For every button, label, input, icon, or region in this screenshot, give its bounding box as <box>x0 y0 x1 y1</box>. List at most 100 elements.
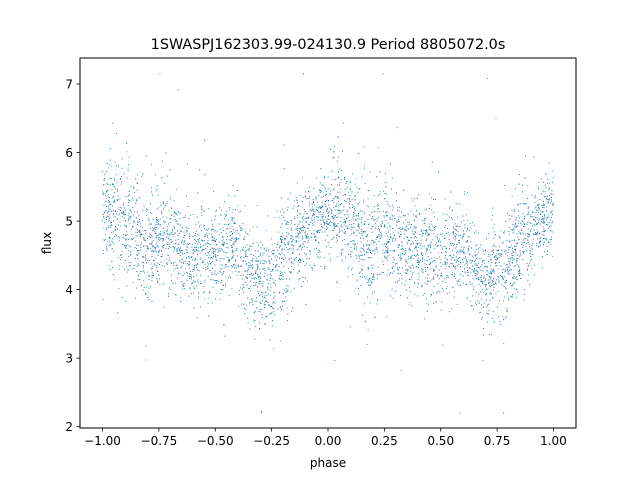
data-point <box>399 231 401 233</box>
data-point <box>321 201 323 203</box>
data-point <box>252 284 254 286</box>
data-point <box>284 271 286 273</box>
data-point <box>371 281 373 283</box>
data-point <box>214 272 216 274</box>
data-point <box>219 258 221 260</box>
data-point <box>134 191 136 194</box>
data-point <box>369 214 371 216</box>
data-point <box>300 229 302 231</box>
data-point <box>245 304 248 306</box>
data-point <box>280 262 283 264</box>
data-point <box>342 239 344 241</box>
data-point <box>196 317 198 319</box>
data-point <box>471 260 473 262</box>
data-point <box>338 235 340 237</box>
data-point <box>424 217 426 219</box>
data-point <box>326 222 328 224</box>
data-point <box>493 257 496 259</box>
data-point <box>462 233 465 235</box>
data-point <box>346 218 348 220</box>
data-point <box>286 235 288 237</box>
data-point <box>403 233 406 235</box>
data-point <box>504 296 506 298</box>
data-point <box>249 263 251 265</box>
data-point <box>504 249 506 251</box>
data-point <box>299 278 301 280</box>
data-point <box>116 182 118 184</box>
data-point <box>408 265 410 267</box>
data-point <box>148 275 150 277</box>
data-point <box>337 171 339 173</box>
data-point <box>367 267 369 269</box>
data-point <box>412 250 414 252</box>
data-point <box>488 272 490 274</box>
data-point <box>190 256 193 258</box>
data-point <box>190 270 192 272</box>
data-point <box>356 255 358 257</box>
data-point <box>281 301 283 303</box>
data-point <box>299 262 301 264</box>
data-point <box>404 272 406 274</box>
data-point <box>132 206 134 209</box>
data-point <box>359 250 361 252</box>
data-point <box>214 249 217 251</box>
data-point <box>198 234 200 236</box>
data-point <box>108 219 110 221</box>
data-point <box>366 248 368 250</box>
data-point <box>176 223 178 225</box>
data-point <box>396 220 398 222</box>
data-point <box>284 237 286 239</box>
data-point <box>295 240 297 242</box>
data-point <box>353 231 355 233</box>
data-point <box>192 259 194 261</box>
data-point <box>184 268 186 270</box>
data-point <box>281 248 283 250</box>
data-point <box>174 219 176 221</box>
data-point <box>182 250 184 252</box>
data-point <box>182 284 184 286</box>
data-point <box>406 272 408 274</box>
data-point <box>106 215 109 217</box>
data-point <box>547 213 549 215</box>
data-point <box>500 324 502 326</box>
data-point <box>102 194 104 196</box>
data-point <box>166 225 168 228</box>
data-point <box>432 278 435 280</box>
data-point <box>469 222 471 225</box>
data-point <box>133 188 135 190</box>
data-point <box>229 223 231 225</box>
data-point <box>306 212 308 214</box>
data-point <box>512 250 514 252</box>
data-point <box>396 221 398 223</box>
data-point <box>434 216 436 218</box>
data-point <box>430 243 432 245</box>
data-point <box>305 255 307 257</box>
data-point <box>260 252 262 254</box>
data-point <box>434 227 436 229</box>
data-point <box>245 308 247 310</box>
data-point <box>234 231 236 233</box>
data-point <box>540 178 542 180</box>
data-point <box>361 248 363 250</box>
data-point <box>128 219 130 222</box>
data-point <box>371 267 373 269</box>
data-point <box>471 283 473 285</box>
data-point <box>139 197 141 199</box>
data-point <box>403 250 405 252</box>
data-point <box>173 225 175 227</box>
data-point <box>120 254 122 256</box>
data-point <box>490 254 492 256</box>
data-point <box>156 266 158 268</box>
data-point <box>169 239 171 241</box>
data-point <box>521 184 524 186</box>
data-point <box>288 278 291 280</box>
data-point <box>315 198 317 200</box>
data-point <box>172 246 175 248</box>
data-point <box>338 231 340 233</box>
data-point <box>158 251 160 253</box>
data-point <box>349 180 351 182</box>
data-point <box>366 240 368 242</box>
data-point <box>151 236 153 238</box>
data-point <box>408 248 410 250</box>
data-point <box>310 267 312 269</box>
